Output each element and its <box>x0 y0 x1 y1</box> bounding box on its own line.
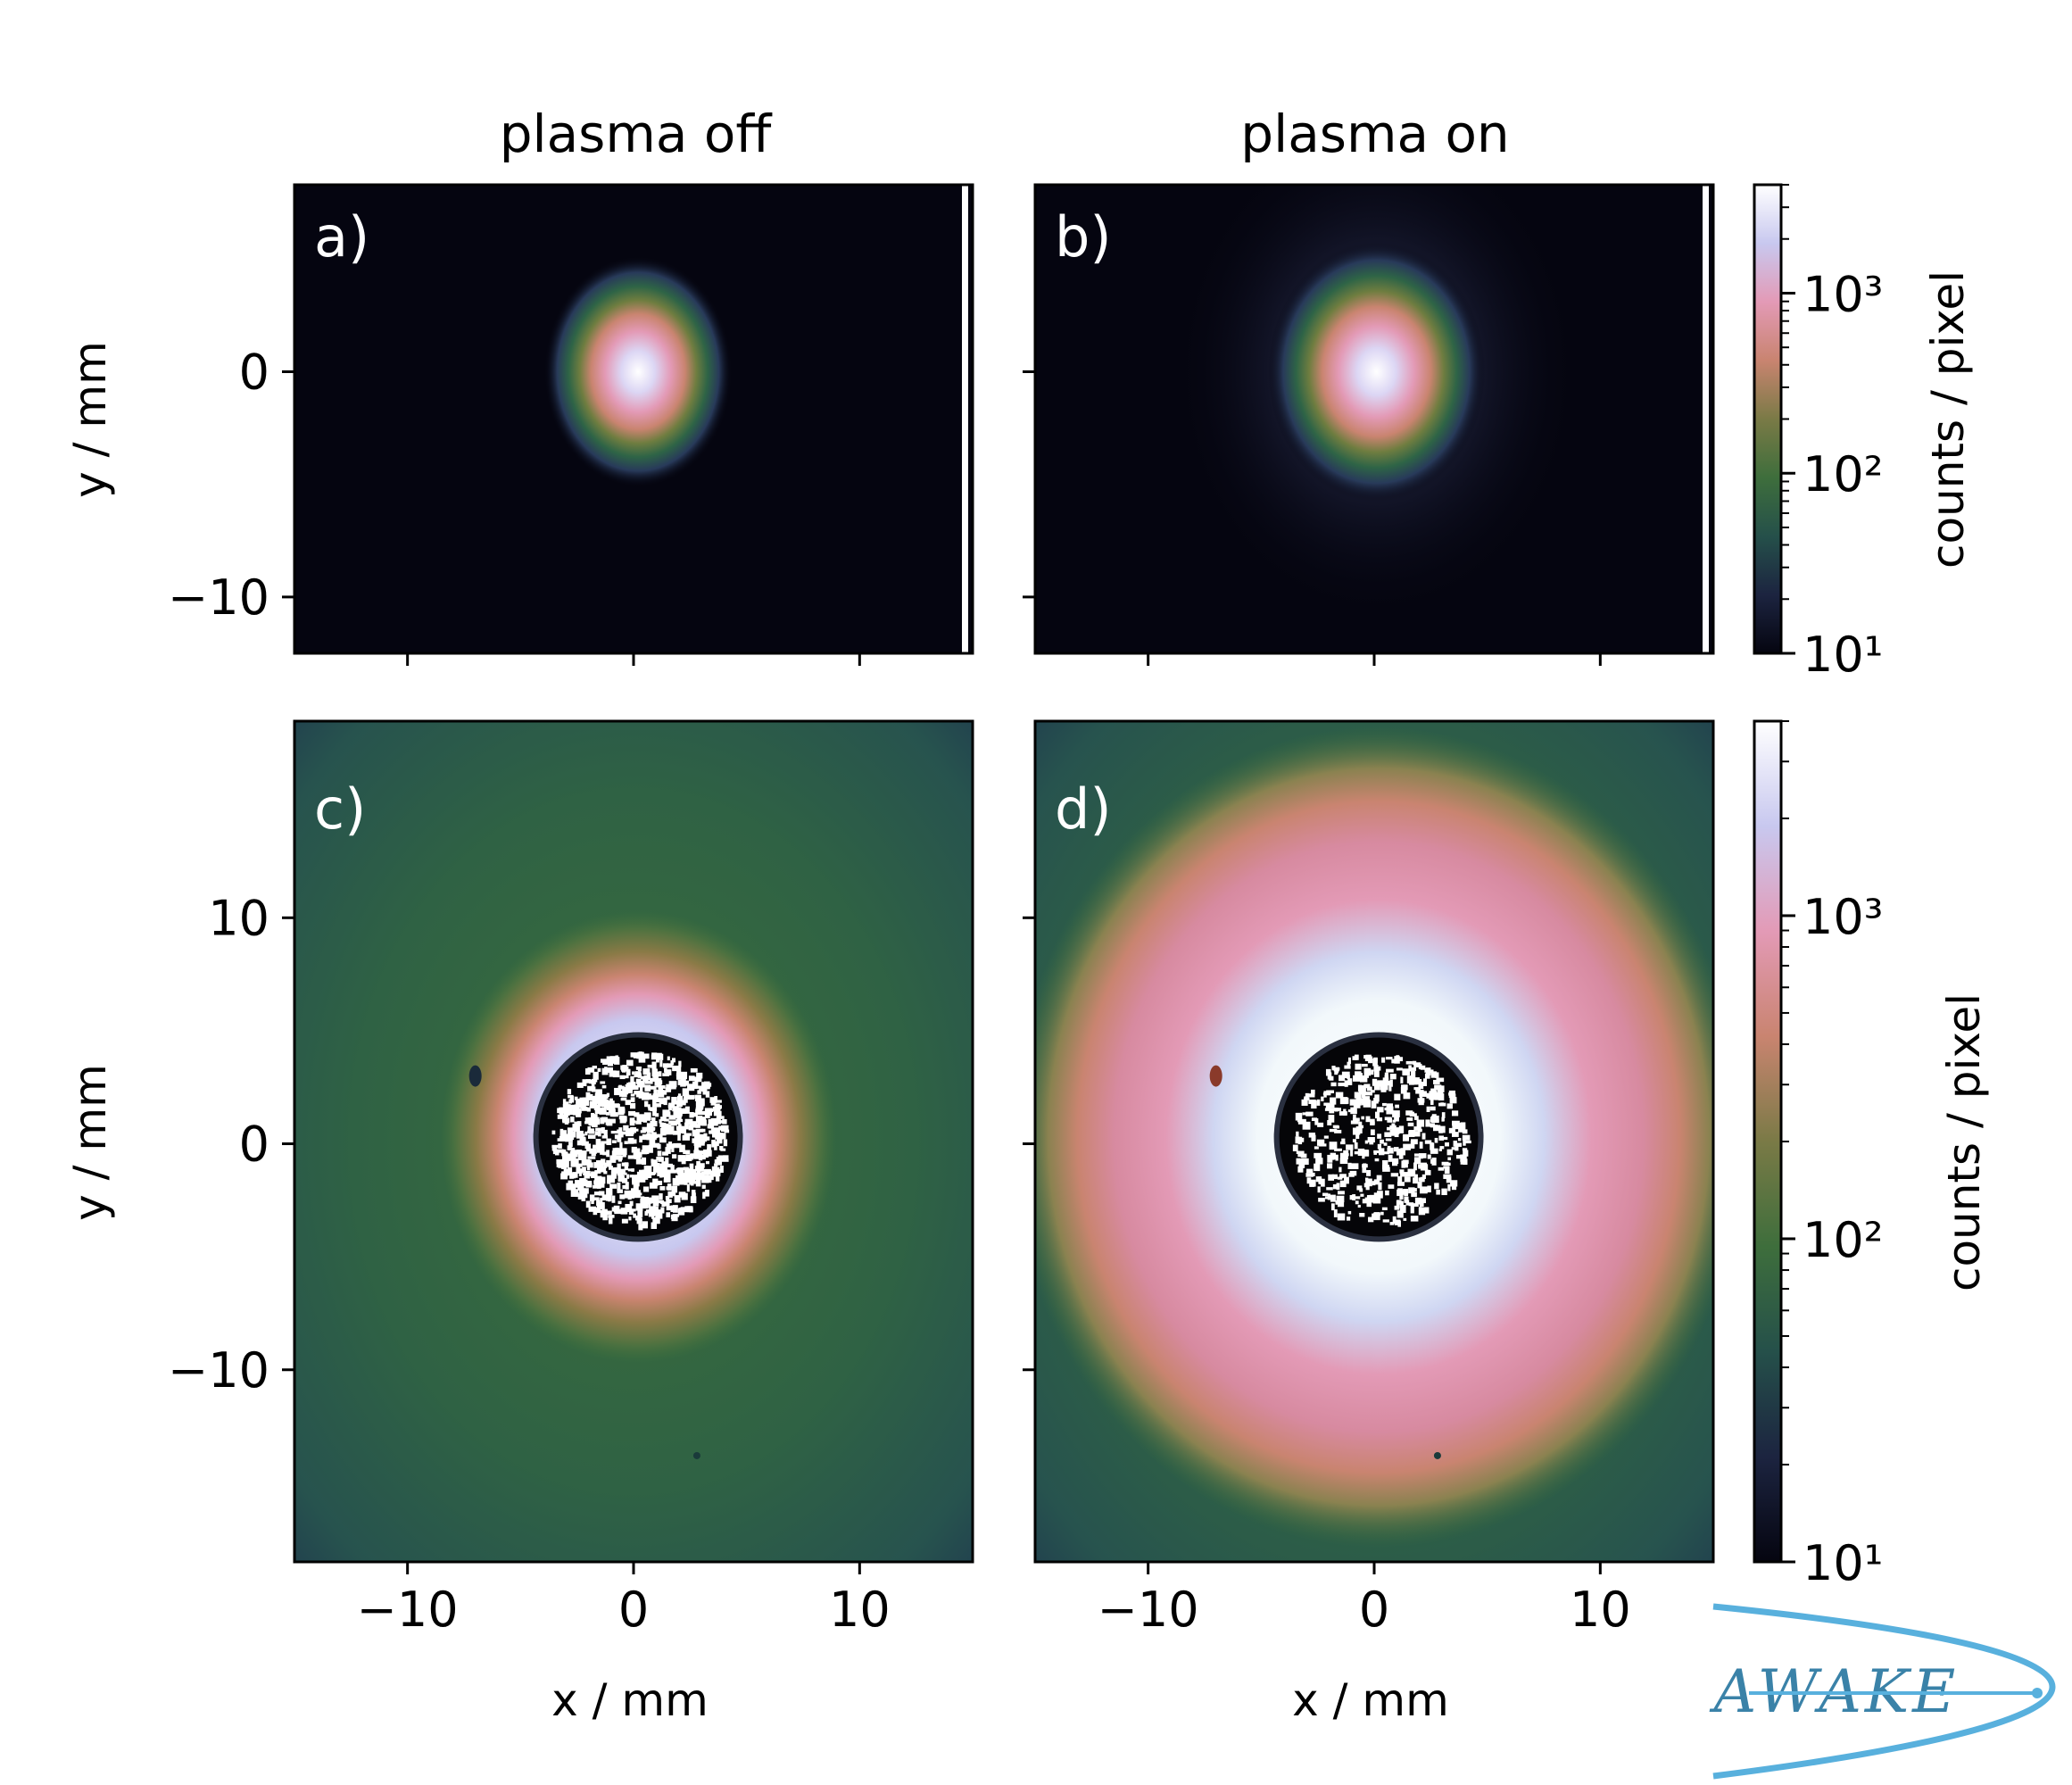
colorbar-bottom-label: counts / pixel <box>1938 993 1990 1291</box>
logo-arc <box>1712 1603 2056 1780</box>
y-axis-label-a: y / mm <box>64 341 116 498</box>
artifact-dot <box>1433 1451 1441 1459</box>
colorbar-gradient <box>1753 183 1783 655</box>
panel-label: b) <box>1055 204 1112 270</box>
artifact-spot <box>468 1065 482 1087</box>
panel-c-plasma-off-blocked: c) −10 0 10 −10 0 10 <box>168 719 974 1638</box>
panel-label: c) <box>314 776 366 842</box>
x-tick-label: 0 <box>618 1582 649 1638</box>
x-tick-label: −10 <box>357 1582 459 1638</box>
logo-beam-dot <box>2032 1688 2043 1698</box>
edge-strip <box>962 185 968 653</box>
x-tick-label: −10 <box>1098 1582 1199 1638</box>
y-axis-label-c: y / mm <box>64 1064 116 1221</box>
panel-a-plasma-off: a) −10 0 <box>168 183 974 666</box>
awake-logo: AWAKE <box>1709 1603 2056 1780</box>
panel-b-plasma-on: b) <box>1023 183 1715 666</box>
x-tick-label: 10 <box>1570 1582 1631 1638</box>
core-speckle <box>551 1051 730 1231</box>
artifact-spot <box>1209 1065 1222 1087</box>
core-speckle <box>1292 1054 1471 1227</box>
heatmap-image <box>294 185 973 653</box>
colorbar-tick-label: 10³ <box>1803 889 1883 945</box>
x-tick-label: 10 <box>829 1582 891 1638</box>
colorbar-tick-label: 10² <box>1803 446 1883 502</box>
heatmap-image <box>1035 185 1713 653</box>
y-tick-label: −10 <box>168 569 269 626</box>
panel-d-plasma-on-blocked: d) −10 0 10 <box>1023 719 1715 1638</box>
y-tick-label: −10 <box>168 1342 269 1399</box>
panel-label: d) <box>1055 776 1112 842</box>
panel-label: a) <box>314 204 369 270</box>
colorbar-tick-label: 10² <box>1803 1212 1883 1268</box>
heatmap-image <box>294 721 973 1562</box>
column-title-plasma-on: plasma on <box>1240 104 1509 164</box>
x-axis-label-d: x / mm <box>1292 1674 1449 1726</box>
colorbar-tick-label: 10³ <box>1803 266 1883 322</box>
colorbar-top-label: counts / pixel <box>1922 270 1974 569</box>
colorbar-gradient <box>1753 719 1783 1564</box>
y-tick-label: 0 <box>239 1117 269 1173</box>
colorbar-bottom: 10¹ 10² 10³ <box>1753 719 1883 1591</box>
colorbar-tick-label: 10¹ <box>1803 1535 1883 1591</box>
heatmap-image <box>1035 721 1713 1562</box>
artifact-dot <box>692 1451 700 1459</box>
column-title-plasma-off: plasma off <box>500 104 774 164</box>
beam-spot <box>543 256 733 487</box>
x-axis-label-c: x / mm <box>551 1674 709 1726</box>
edge-strip <box>1703 185 1709 653</box>
x-tick-label: 0 <box>1359 1582 1389 1638</box>
beam-spot <box>1267 242 1486 502</box>
colorbar-tick-label: 10¹ <box>1803 627 1883 683</box>
colorbar-top: 10¹ 10² 10³ <box>1753 183 1883 683</box>
y-tick-label: 0 <box>239 344 269 400</box>
y-tick-label: 10 <box>208 890 269 946</box>
